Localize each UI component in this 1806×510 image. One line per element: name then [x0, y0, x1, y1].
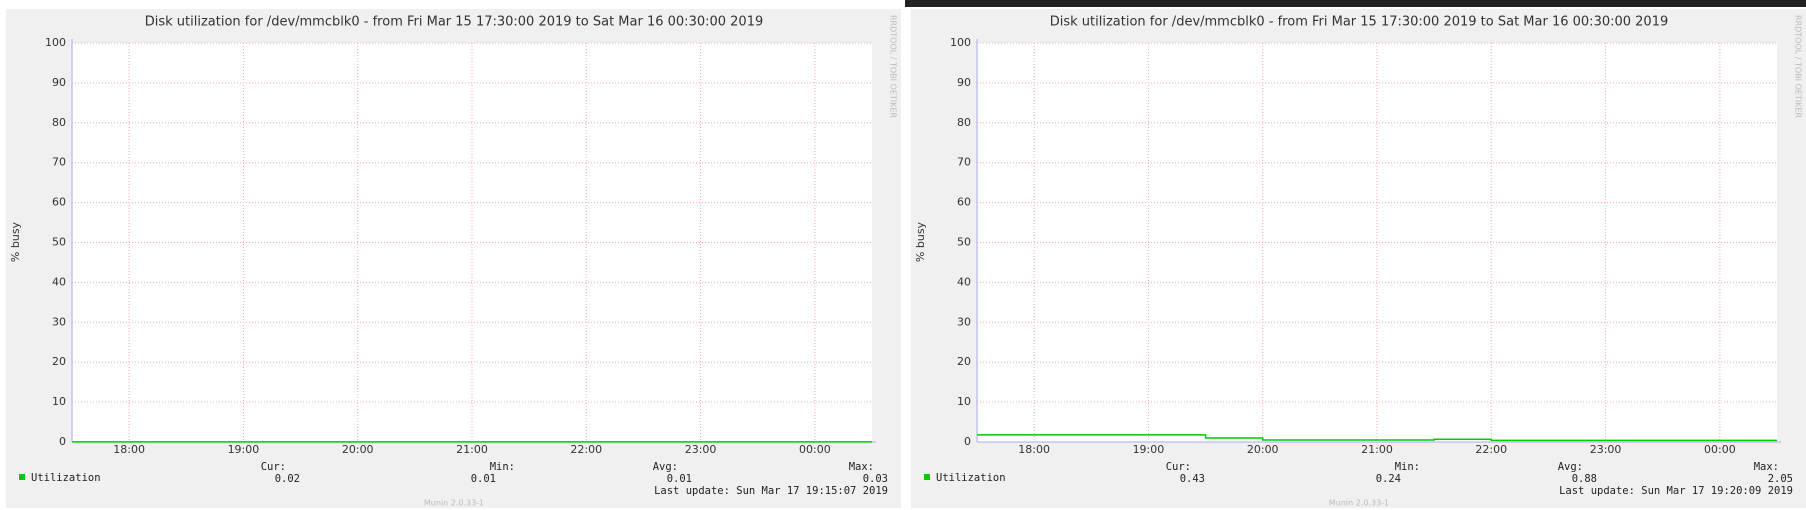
legend-swatch [924, 474, 930, 480]
footer: Munin 2.0.33-1 [1329, 499, 1389, 508]
y-tick-label: 90 [957, 76, 971, 89]
stat-value: 0.88 [1572, 473, 1597, 485]
y-tick-label: 20 [957, 355, 971, 368]
y-tick-label: 0 [964, 435, 971, 448]
x-tick-label: 18:00 [1018, 443, 1050, 456]
stat-value: 0.01 [667, 473, 692, 485]
y-tick-label: 0 [59, 435, 66, 448]
x-tick-label: 19:00 [1133, 443, 1165, 456]
y-tick-label: 10 [52, 395, 66, 408]
y-tick-label: 30 [52, 315, 66, 328]
footer: Munin 2.0.33-1 [424, 499, 484, 508]
chart-title: Disk utilization for /dev/mmcblk0 - from… [1050, 15, 1669, 30]
x-tick-label: 22:00 [570, 443, 602, 456]
y-tick-label: 70 [52, 156, 66, 169]
stat-value: 0.43 [1180, 473, 1205, 485]
legend-label: Utilization [936, 472, 1006, 484]
legend-label: Utilization [31, 472, 101, 484]
x-tick-label: 20:00 [1247, 443, 1279, 456]
last-update: Last update: Sun Mar 17 19:20:09 2019 [1559, 485, 1793, 497]
stat-label: Cur: [1166, 461, 1191, 473]
x-tick-label: 00:00 [799, 443, 831, 456]
watermark: RRDTOOL / TOBI OETIKER [889, 15, 898, 118]
stat-label: Avg: [653, 461, 678, 473]
y-tick-label: 80 [52, 116, 66, 129]
y-tick-label: 60 [52, 196, 66, 209]
last-update: Last update: Sun Mar 17 19:15:07 2019 [654, 485, 888, 497]
y-tick-label: 70 [957, 156, 971, 169]
x-tick-label: 19:00 [228, 443, 260, 456]
chart-panel: Disk utilization for /dev/mmcblk0 - from… [911, 9, 1806, 508]
y-tick-label: 50 [957, 236, 971, 249]
y-axis-label: % busy [9, 221, 22, 262]
data-line [977, 434, 1777, 442]
chart-panel: Disk utilization for /dev/mmcblk0 - from… [6, 9, 901, 508]
stat-value: 0.02 [275, 473, 300, 485]
y-axis-label: % busy [914, 221, 927, 262]
stat-value: 2.05 [1768, 473, 1793, 485]
y-tick-label: 40 [957, 275, 971, 288]
y-tick-label: 100 [45, 36, 66, 49]
stat-label: Cur: [261, 461, 286, 473]
y-tick-label: 60 [957, 196, 971, 209]
stat-label: Avg: [1558, 461, 1583, 473]
y-tick-label: 40 [52, 275, 66, 288]
stat-value: 0.01 [471, 473, 496, 485]
y-tick-label: 50 [52, 236, 66, 249]
y-tick-label: 10 [957, 395, 971, 408]
top-bar [905, 0, 1806, 7]
x-tick-label: 00:00 [1704, 443, 1736, 456]
x-tick-label: 22:00 [1475, 443, 1507, 456]
y-tick-label: 90 [52, 76, 66, 89]
stat-label: Max: [1754, 461, 1779, 473]
stat-label: Min: [1395, 461, 1420, 473]
stat-label: Min: [490, 461, 515, 473]
x-tick-label: 21:00 [1361, 443, 1393, 456]
stat-label: Max: [849, 461, 874, 473]
watermark: RRDTOOL / TOBI OETIKER [1794, 15, 1803, 118]
y-tick-label: 100 [950, 36, 971, 49]
x-tick-label: 20:00 [342, 443, 374, 456]
chart-title: Disk utilization for /dev/mmcblk0 - from… [145, 15, 764, 30]
x-tick-label: 18:00 [113, 443, 145, 456]
x-tick-label: 21:00 [456, 443, 488, 456]
y-tick-label: 80 [957, 116, 971, 129]
stat-value: 0.03 [863, 473, 888, 485]
stat-value: 0.24 [1376, 473, 1401, 485]
legend-swatch [19, 474, 25, 480]
y-tick-label: 20 [52, 355, 66, 368]
x-tick-label: 23:00 [1590, 443, 1622, 456]
x-tick-label: 23:00 [685, 443, 717, 456]
y-tick-label: 30 [957, 315, 971, 328]
